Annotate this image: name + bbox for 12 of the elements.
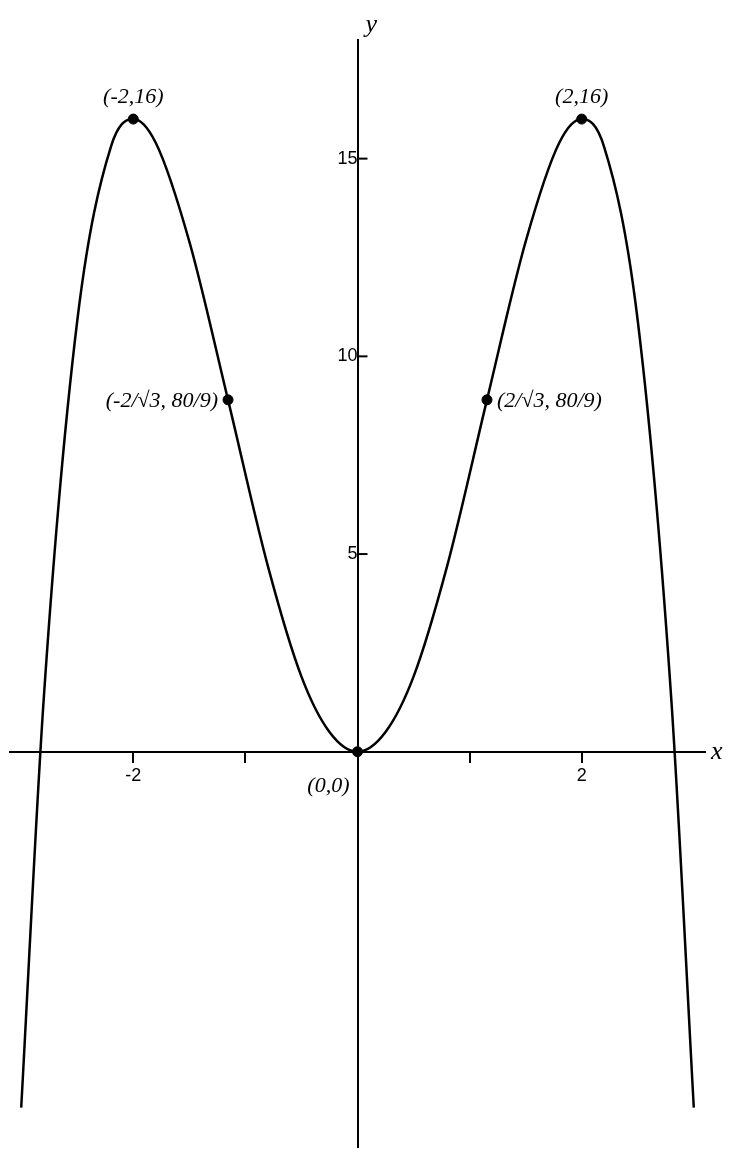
y-tick-label: 15 [337, 147, 358, 168]
x-axis-title: x [710, 735, 723, 765]
annotation: (-2,16) [103, 83, 164, 109]
annotation: (2,16) [555, 83, 609, 109]
annotation: (-2/√3, 80/9) [105, 386, 219, 412]
annotation: (0,0) [307, 771, 350, 797]
y-tick-label: 5 [347, 543, 358, 564]
x-tick-label: 2 [576, 764, 587, 785]
annotation: (2/√3, 80/9) [496, 386, 602, 412]
x-tick-label: -2 [125, 764, 142, 785]
y-tick-label: 10 [337, 345, 358, 366]
y-axis-title: y [362, 8, 378, 38]
